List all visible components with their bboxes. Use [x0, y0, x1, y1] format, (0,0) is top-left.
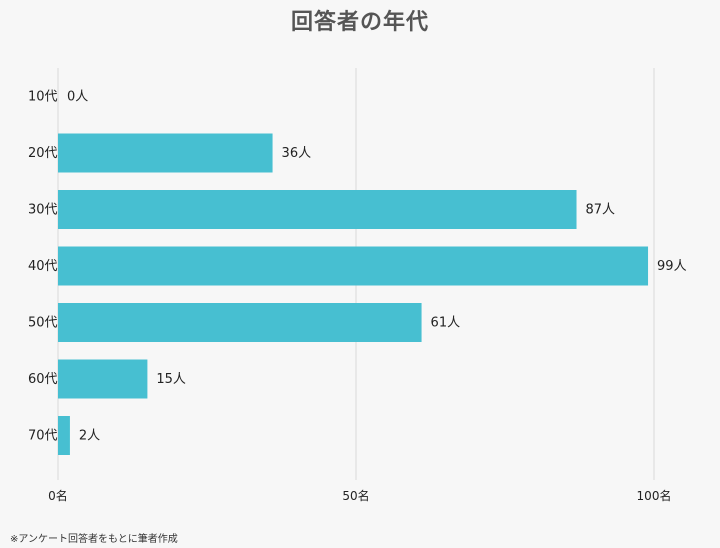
x-tick-label: 100名 [637, 488, 672, 503]
bar-value-label: 15人 [156, 372, 186, 387]
chart-title: 回答者の年代 [290, 10, 429, 35]
bar [58, 416, 70, 455]
bar [58, 359, 148, 399]
x-tick-label: 50名 [342, 488, 369, 503]
source-note: ※アンケート回答者をもとに筆者作成 [10, 534, 178, 545]
bar [58, 133, 273, 173]
bar-value-label: 61人 [431, 316, 461, 331]
y-category-label: 10代 [28, 90, 58, 105]
bar-value-label: 99人 [657, 259, 687, 274]
y-category-label: 40代 [28, 259, 58, 274]
bar-value-label: 0人 [67, 90, 88, 105]
y-category-label: 50代 [28, 316, 58, 331]
bar-value-label: 87人 [586, 203, 616, 218]
bar-value-label: 2人 [79, 429, 100, 444]
bar [58, 303, 422, 342]
y-category-label: 20代 [28, 146, 58, 161]
bar [58, 246, 649, 286]
bar [58, 190, 577, 229]
y-category-label: 30代 [28, 203, 58, 218]
y-category-label: 60代 [28, 372, 58, 387]
x-tick-label: 0名 [48, 488, 68, 503]
y-category-label: 70代 [28, 429, 58, 444]
bar-value-label: 36人 [282, 146, 312, 161]
